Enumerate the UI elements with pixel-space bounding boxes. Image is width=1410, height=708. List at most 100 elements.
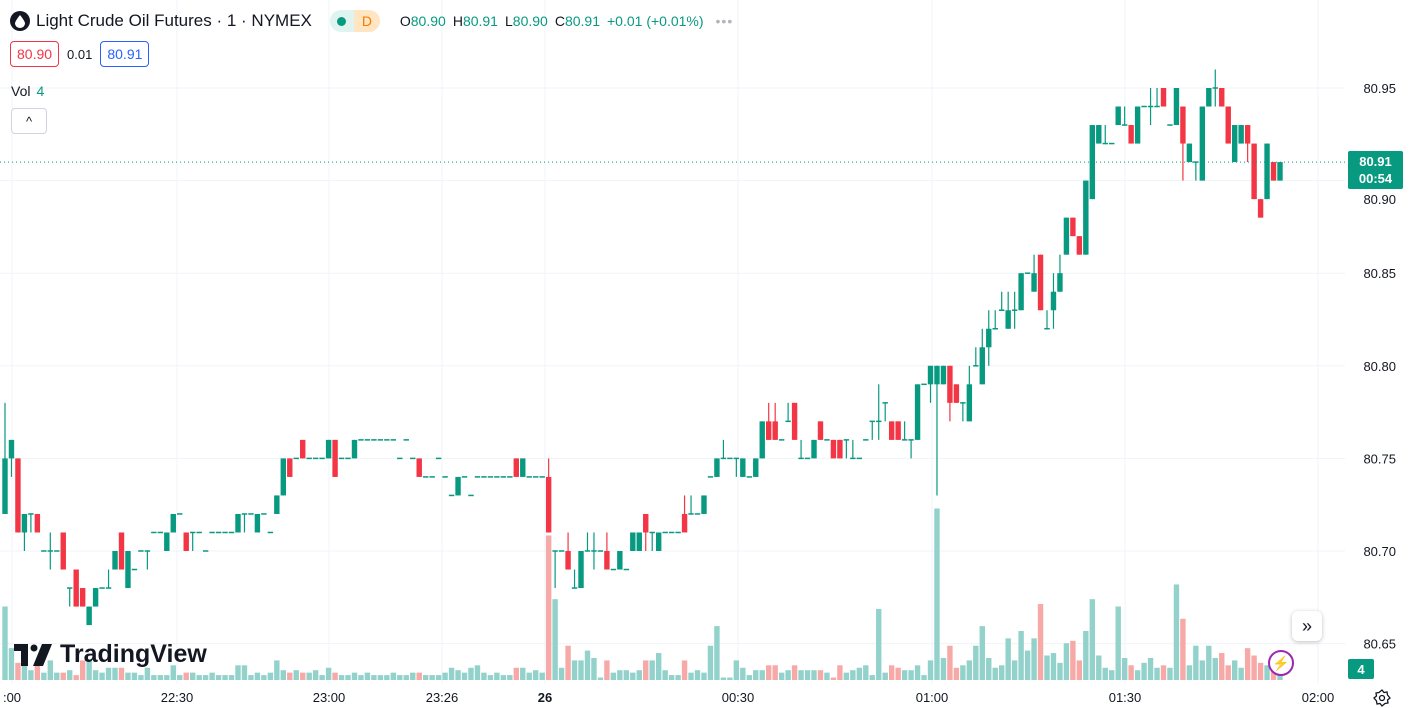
candle-body	[351, 439, 358, 459]
candle-body	[429, 476, 435, 478]
candle-body	[1264, 143, 1270, 200]
candle-body	[338, 457, 345, 460]
time-tick-label: 00:30	[722, 690, 755, 705]
settings-gear-icon[interactable]	[1372, 688, 1392, 708]
volume-bar	[766, 665, 772, 680]
candle	[707, 476, 714, 478]
volume-bar	[92, 670, 99, 680]
time-tick-label: 02:00	[1302, 690, 1335, 705]
market-status-badge[interactable]: D	[329, 10, 380, 32]
candle	[863, 439, 869, 441]
candle	[474, 476, 481, 478]
volume-bar	[623, 670, 630, 680]
candle-body	[940, 365, 947, 385]
volume-bar	[636, 670, 642, 680]
candle-body	[830, 439, 837, 459]
volume-bar	[992, 667, 998, 680]
candle	[455, 476, 461, 496]
volume-bar	[202, 675, 209, 680]
bar-countdown: 00:54	[1358, 171, 1393, 186]
volume-bar	[707, 645, 714, 680]
candle	[617, 551, 623, 570]
volume-bar	[1089, 599, 1096, 680]
buy-button[interactable]: 80.91	[100, 41, 150, 67]
volume-bar	[552, 599, 558, 680]
candle-body	[701, 495, 707, 514]
candle	[1270, 162, 1277, 181]
candle	[209, 531, 215, 534]
volume-bar	[1219, 653, 1225, 680]
tradingview-logo[interactable]: TradingView	[14, 640, 207, 669]
volume-bar	[986, 657, 992, 680]
symbol-title[interactable]: Light Crude Oil Futures · 1 · NYMEX	[36, 11, 312, 30]
market-open-dot-icon	[329, 10, 354, 32]
volume-bar	[1083, 631, 1089, 680]
candle	[215, 531, 222, 534]
candle	[1231, 125, 1238, 163]
volume-bar	[1160, 665, 1167, 680]
volume-label: Vol	[11, 83, 31, 99]
open-label: O	[399, 13, 411, 29]
price-tick-label: 80.95	[1363, 81, 1396, 96]
volume-bar	[254, 672, 261, 680]
candle	[992, 310, 998, 330]
sell-button[interactable]: 80.90	[10, 41, 60, 67]
candle-body	[86, 606, 92, 626]
candle-body	[481, 476, 487, 478]
volume-bar	[300, 672, 306, 680]
candle-body	[112, 551, 118, 570]
volume-bar	[545, 535, 552, 680]
price-axis[interactable]: 80.95 80.90 80.85 80.80 80.75 80.70 80.65	[1363, 81, 1396, 652]
candle-body	[772, 421, 778, 440]
candle	[131, 568, 138, 571]
candle-body	[1096, 125, 1102, 144]
lightning-icon[interactable]: ⚡	[1268, 650, 1294, 676]
volume-bar	[934, 508, 940, 680]
candle	[1057, 254, 1063, 292]
grid	[0, 0, 1345, 684]
candle	[274, 495, 280, 514]
volume-bar	[474, 665, 481, 680]
volume-legend[interactable]: Vol 4	[11, 83, 44, 99]
volume-bar	[228, 675, 235, 680]
volume-bar	[1199, 660, 1206, 680]
candle-body	[1063, 217, 1070, 255]
candle-body	[34, 513, 41, 533]
candle-body	[261, 513, 267, 515]
candle-body	[306, 457, 312, 460]
candle	[1024, 272, 1031, 274]
candle	[448, 494, 455, 497]
candle	[953, 384, 960, 403]
candle-body	[507, 476, 513, 478]
scroll-to-realtime-button[interactable]: »	[1292, 611, 1322, 641]
volume-bar	[235, 665, 241, 680]
candle	[28, 513, 34, 533]
candle	[1128, 125, 1134, 144]
candle-body	[707, 476, 714, 478]
volume-bar	[47, 660, 54, 680]
candle-body	[1102, 142, 1108, 145]
volume-bar	[1238, 667, 1244, 680]
volume-bar	[1037, 604, 1044, 680]
volume-bar	[28, 670, 34, 680]
candle-body	[908, 439, 914, 441]
candle-body	[345, 457, 351, 460]
volume-bar	[500, 675, 507, 680]
candle	[1264, 143, 1270, 200]
candle	[371, 439, 377, 441]
collapse-legend-button[interactable]: ^	[11, 108, 47, 134]
candle	[694, 513, 701, 515]
volume-bar	[973, 645, 979, 680]
candle-body	[791, 402, 798, 440]
candle	[1173, 88, 1180, 126]
volume-bar	[798, 670, 804, 680]
time-axis[interactable]: :00 22:30 23:00 23:26 26 00:30 01:00 01:30 02:00	[3, 690, 1334, 705]
candle-body	[1057, 273, 1063, 292]
candle-body	[850, 457, 856, 460]
volume-bar	[1102, 667, 1108, 680]
more-icon[interactable]: •••	[715, 13, 734, 29]
volume-bar	[778, 672, 785, 680]
volume-bar	[267, 672, 274, 680]
candle	[73, 569, 79, 607]
